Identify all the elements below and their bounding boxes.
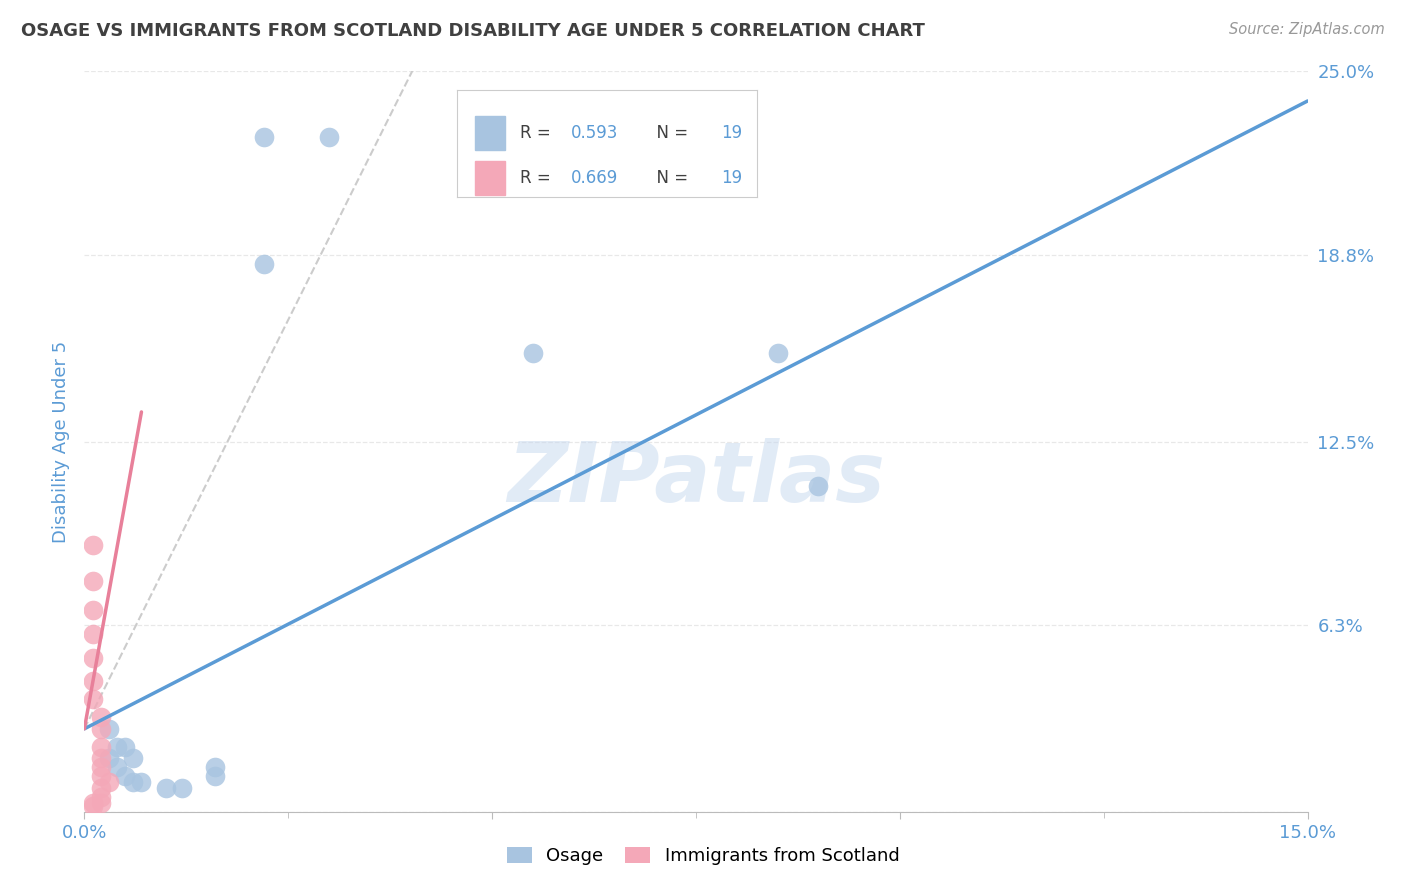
Point bbox=[97, 751, 120, 765]
Point bbox=[97, 722, 120, 736]
Point bbox=[114, 739, 136, 754]
Point bbox=[204, 769, 226, 783]
Legend: Osage, Immigrants from Scotland: Osage, Immigrants from Scotland bbox=[499, 839, 907, 872]
Point bbox=[155, 780, 177, 795]
Point bbox=[90, 760, 112, 774]
Point bbox=[82, 798, 104, 813]
Y-axis label: Disability Age Under 5: Disability Age Under 5 bbox=[52, 341, 70, 542]
Text: OSAGE VS IMMIGRANTS FROM SCOTLAND DISABILITY AGE UNDER 5 CORRELATION CHART: OSAGE VS IMMIGRANTS FROM SCOTLAND DISABI… bbox=[21, 22, 925, 40]
Point bbox=[90, 780, 112, 795]
Point bbox=[82, 627, 104, 641]
Point bbox=[766, 345, 789, 359]
Point bbox=[82, 692, 104, 706]
Point bbox=[90, 769, 112, 783]
Text: ZIPatlas: ZIPatlas bbox=[508, 438, 884, 519]
Point bbox=[82, 603, 104, 617]
Point bbox=[82, 538, 104, 552]
Point bbox=[97, 775, 120, 789]
Text: Source: ZipAtlas.com: Source: ZipAtlas.com bbox=[1229, 22, 1385, 37]
Point bbox=[253, 129, 276, 144]
Point bbox=[253, 257, 276, 271]
Point bbox=[105, 760, 128, 774]
Point bbox=[82, 674, 104, 689]
Point bbox=[114, 769, 136, 783]
Point bbox=[90, 710, 112, 724]
Point bbox=[172, 780, 194, 795]
Point bbox=[82, 650, 104, 665]
Point bbox=[122, 775, 145, 789]
Point bbox=[90, 789, 112, 804]
Point bbox=[122, 751, 145, 765]
Point bbox=[807, 479, 830, 493]
Point bbox=[204, 760, 226, 774]
Point bbox=[522, 345, 544, 359]
Point bbox=[90, 739, 112, 754]
Point bbox=[318, 129, 340, 144]
Point bbox=[82, 574, 104, 588]
Point bbox=[90, 796, 112, 810]
Point bbox=[105, 739, 128, 754]
Point bbox=[131, 775, 153, 789]
Point bbox=[90, 751, 112, 765]
Point bbox=[90, 722, 112, 736]
Point bbox=[82, 796, 104, 810]
